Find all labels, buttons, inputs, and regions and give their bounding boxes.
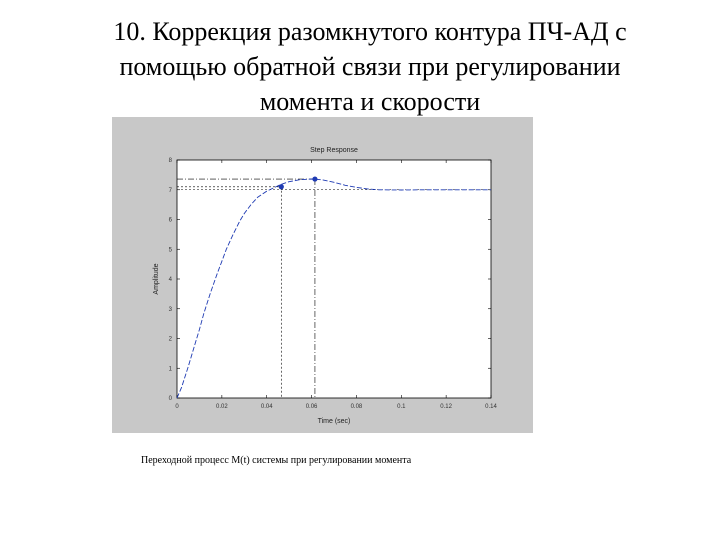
y-tick-label: 5 (169, 247, 173, 253)
rise-time-marker (278, 184, 284, 190)
figure-panel: Step Response Time (sec) Amplitude 0 0.02… (112, 117, 533, 433)
x-tick-label: 0 (175, 404, 179, 410)
x-tick-label: 0.04 (261, 404, 273, 410)
step-response-chart: Step Response Time (sec) Amplitude 0 0.02… (153, 147, 498, 425)
y-tick-label: 3 (169, 307, 173, 313)
x-tick-label: 0.12 (440, 404, 452, 410)
slide-title: 10. Коррекция разомкнутого контура ПЧ-АД… (113, 17, 627, 116)
figure-caption: Переходной процесс M(t) системы при регу… (141, 455, 412, 466)
chart-title: Step Response (310, 147, 358, 154)
y-axis-label: Amplitude (153, 263, 160, 294)
x-tick-label: 0.1 (397, 404, 406, 410)
plot-area (176, 159, 492, 399)
x-tick-label: 0.14 (485, 404, 497, 410)
marker-layer (278, 176, 318, 190)
y-tick-label: 4 (169, 277, 173, 283)
step-response-line (176, 178, 491, 399)
y-tick-label: 7 (169, 188, 173, 194)
y-tick-label: 8 (169, 158, 173, 164)
series-layer (176, 178, 491, 399)
y-tick-label: 0 (169, 396, 173, 402)
x-tick-label: 0.06 (306, 404, 318, 410)
peak-marker (312, 176, 318, 182)
x-tick-label: 0.02 (216, 404, 228, 410)
y-tick-label: 2 (169, 337, 173, 343)
y-tick-label: 1 (169, 366, 173, 372)
x-tick-label: 0.08 (351, 404, 363, 410)
x-axis-label: Time (sec) (318, 418, 351, 425)
y-tick-label: 6 (169, 218, 173, 224)
axis-ticks: 0 0.02 0.04 0.06 0.08 0.1 0.12 0.14 0 1 2 3 4 5 6 7 8 (169, 158, 498, 410)
